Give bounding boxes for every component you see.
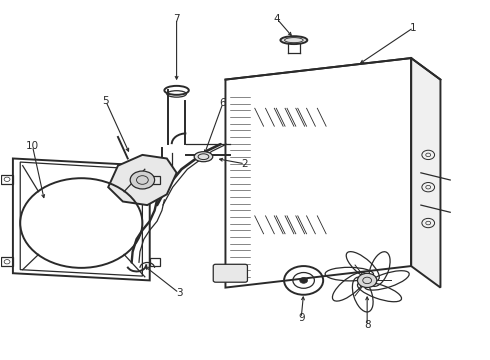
Text: 9: 9 xyxy=(298,313,304,323)
Polygon shape xyxy=(411,58,441,288)
Text: 6: 6 xyxy=(220,98,226,108)
Text: 8: 8 xyxy=(364,320,370,330)
FancyBboxPatch shape xyxy=(213,264,247,282)
Text: 5: 5 xyxy=(102,96,109,106)
Circle shape xyxy=(130,171,155,189)
Circle shape xyxy=(358,273,377,288)
Ellipse shape xyxy=(194,152,213,162)
Polygon shape xyxy=(108,155,176,205)
Text: 7: 7 xyxy=(173,14,180,24)
Text: 1: 1 xyxy=(410,23,417,33)
Text: 2: 2 xyxy=(242,159,248,169)
Text: 3: 3 xyxy=(176,288,182,298)
Circle shape xyxy=(300,278,308,283)
Text: 4: 4 xyxy=(273,14,280,24)
Text: 10: 10 xyxy=(26,141,39,151)
Ellipse shape xyxy=(280,36,307,44)
